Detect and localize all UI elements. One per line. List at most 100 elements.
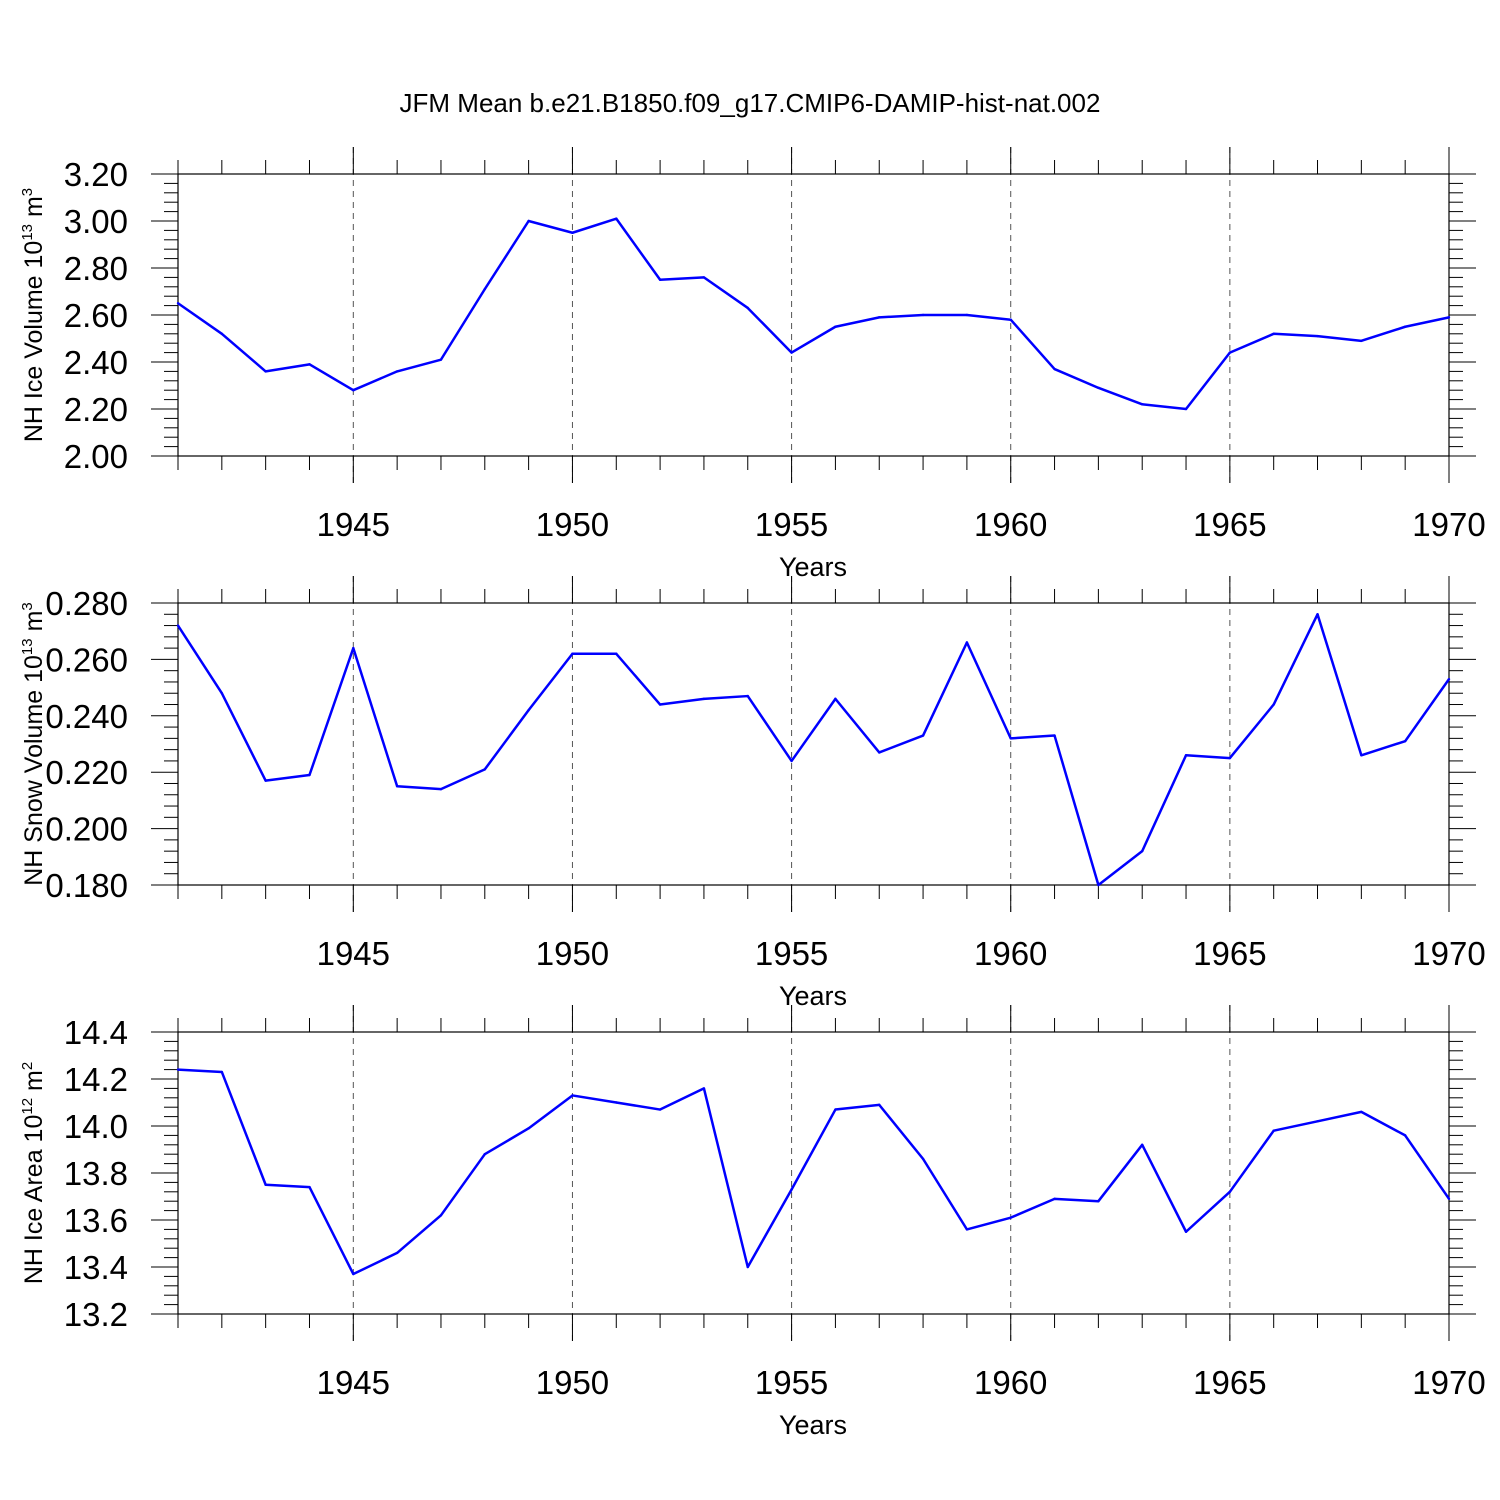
data-point	[439, 1214, 443, 1217]
panel-3: 1945 1950 1955 1960 1965 1970 13.2 13.4 13.6 13.8…	[19, 1005, 1486, 1440]
data-point	[264, 370, 267, 373]
y-tick-label: 13.4	[64, 1249, 128, 1286]
y-tick-label: 0.200	[45, 811, 128, 848]
data-point	[921, 1157, 925, 1161]
plot-frame	[177, 1031, 1450, 1315]
y-axis-label: NH Ice Area 1012 m2	[19, 1062, 48, 1284]
data-point	[1228, 756, 1232, 760]
data-point	[352, 389, 355, 392]
data-point	[658, 703, 662, 706]
data-point	[790, 1188, 793, 1191]
data-point	[1447, 1197, 1451, 1201]
y-axis-label: NH Ice Volume 1013 m3	[19, 188, 48, 442]
y-tick-label: 2.00	[64, 438, 128, 475]
y-tick-label: 14.4	[64, 1014, 128, 1051]
data-point	[615, 652, 618, 655]
data-point	[1316, 1120, 1319, 1123]
data-point	[1053, 1197, 1056, 1201]
y-axis-label-unit-exp: 3	[19, 188, 36, 196]
y-tick-label: 3.20	[64, 156, 128, 193]
data-point	[395, 370, 399, 373]
y-axis-label-unit-exp: 2	[19, 1062, 36, 1070]
y-axis-label-base: NH Ice Area 10	[20, 1115, 48, 1285]
data-point	[1184, 754, 1188, 757]
data-point	[878, 316, 881, 319]
data-point	[702, 697, 706, 701]
data-point	[658, 278, 662, 281]
data-point	[1403, 325, 1407, 328]
data-point	[965, 313, 969, 317]
data-point	[834, 325, 837, 328]
data-point	[746, 306, 749, 310]
y-axis-label-exp: 13	[19, 224, 36, 241]
y-axis-label-unit: m	[20, 611, 48, 639]
x-tick-label: 1955	[755, 506, 828, 543]
y-tick-label: 2.20	[64, 391, 128, 428]
data-point	[965, 1228, 969, 1231]
y-tick-label: 13.6	[64, 1202, 128, 1239]
y-axis-label-exp: 13	[19, 638, 36, 655]
y-tick-label: 2.80	[64, 250, 128, 287]
x-tick-label: 1965	[1193, 1364, 1266, 1401]
x-tick-label: 1970	[1412, 506, 1485, 543]
panel-2: 1945 1950 1955 1960 1965 1970 0.180 0.200 0.220 0…	[19, 576, 1486, 1011]
x-tick-label: 1960	[974, 1364, 1047, 1401]
x-tick-label: 1945	[317, 506, 390, 543]
x-tick-label: 1950	[536, 1364, 609, 1401]
data-point	[220, 332, 224, 335]
data-point	[483, 287, 486, 291]
x-tick-label: 1955	[755, 1364, 828, 1401]
x-tick-label: 1960	[974, 935, 1047, 972]
y-axis-label-exp: 12	[19, 1098, 36, 1115]
x-tick-label: 1970	[1412, 1364, 1485, 1401]
y-axis-label-unit: m	[20, 1070, 48, 1098]
data-point	[1403, 739, 1407, 743]
data-point	[1403, 1134, 1407, 1137]
data-point	[395, 1251, 399, 1255]
y-axis-label-unit: m	[20, 196, 48, 224]
data-point	[176, 624, 180, 627]
data-point	[1447, 316, 1451, 319]
y-axis-label-base: NH Ice Volume 10	[20, 241, 48, 443]
data-point	[352, 646, 355, 650]
y-tick-label: 14.2	[64, 1061, 128, 1098]
x-tick-label: 1970	[1412, 935, 1485, 972]
data-point	[834, 697, 837, 701]
x-tick-label: 1945	[317, 1364, 390, 1401]
data-point	[702, 1087, 706, 1090]
y-tick-label: 2.60	[64, 297, 128, 334]
y-tick-label: 13.8	[64, 1155, 128, 1192]
data-point	[1184, 407, 1188, 411]
data-point	[658, 1108, 662, 1111]
series-line	[177, 1068, 1451, 1276]
data-point	[571, 1094, 574, 1097]
data-point	[746, 1265, 749, 1269]
data-point	[965, 641, 969, 644]
data-point	[220, 692, 224, 695]
data-point	[308, 773, 311, 777]
data-point	[483, 768, 486, 771]
data-point	[1360, 1110, 1363, 1114]
data-point	[571, 231, 574, 234]
x-tick-label: 1960	[974, 506, 1047, 543]
data-point	[352, 1272, 355, 1276]
data-point	[1097, 1200, 1100, 1203]
data-point	[921, 313, 925, 317]
x-axis-label: Years	[779, 552, 847, 582]
y-axis-label-unit-exp: 3	[19, 602, 36, 610]
data-point	[1272, 703, 1275, 706]
chart-title: JFM Mean b.e21.B1850.f09_g17.CMIP6-DAMIP…	[400, 88, 1101, 118]
x-tick-label: 1950	[536, 506, 609, 543]
data-point	[264, 779, 267, 782]
y-tick-label: 0.220	[45, 754, 128, 791]
x-tick-label: 1965	[1193, 935, 1266, 972]
data-point	[790, 351, 793, 354]
data-point	[1097, 883, 1100, 887]
y-axis-label-base: NH Snow Volume 10	[20, 655, 48, 886]
series-line	[177, 217, 1450, 411]
y-tick-label: 0.240	[45, 698, 128, 735]
x-tick-label: 1945	[317, 935, 390, 972]
plot-frame	[177, 173, 1450, 457]
data-point	[1053, 734, 1056, 737]
